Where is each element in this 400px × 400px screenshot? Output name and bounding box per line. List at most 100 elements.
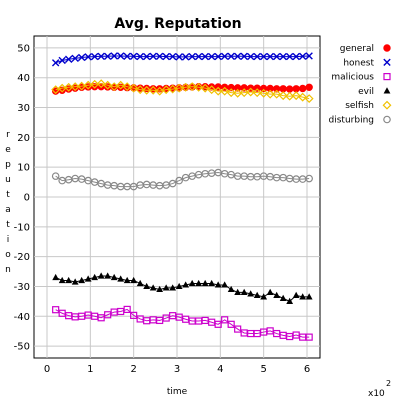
legend-item-evil: evil — [358, 87, 391, 97]
selfish-marker — [181, 82, 191, 92]
selfish-marker — [285, 91, 295, 101]
honest-marker — [259, 52, 268, 61]
evil-marker — [97, 272, 105, 279]
evil-marker — [182, 281, 190, 288]
y-tick-label: 0 — [24, 193, 30, 204]
selfish-marker — [135, 85, 145, 95]
evil-marker — [260, 293, 268, 300]
chart-title: Avg. Reputation — [114, 16, 241, 32]
evil-marker — [149, 284, 157, 291]
selfish-marker — [278, 91, 288, 101]
y-tick-label: -10 — [14, 222, 30, 233]
series-disturbing — [51, 168, 313, 191]
selfish-marker — [103, 80, 113, 90]
selfish-marker — [161, 85, 171, 95]
selfish-marker — [239, 88, 249, 98]
honest-marker — [51, 59, 60, 67]
malicious-marker — [305, 333, 313, 341]
y-tick-label: -40 — [14, 312, 30, 323]
evil-marker — [91, 273, 99, 281]
selfish-marker — [116, 80, 126, 90]
evil-marker — [143, 282, 151, 290]
selfish-marker — [207, 85, 217, 95]
evil-marker — [273, 291, 281, 298]
evil-marker — [234, 288, 242, 296]
evil-marker — [286, 297, 294, 304]
malicious-marker — [234, 325, 242, 333]
selfish-marker — [194, 82, 204, 92]
y-tick-label: -20 — [14, 252, 30, 263]
evil-marker — [208, 279, 216, 287]
legend-label: disturbing — [329, 116, 374, 126]
honest-marker — [227, 52, 235, 60]
x-axis-label: time — [167, 387, 188, 397]
legend-evil-marker — [383, 87, 391, 94]
honest-marker — [123, 52, 131, 60]
general-marker — [305, 83, 313, 91]
selfish-marker — [220, 86, 230, 96]
honest-marker — [214, 52, 222, 61]
general-marker — [259, 84, 268, 93]
honest-marker — [129, 52, 138, 60]
selfish-marker — [252, 88, 262, 98]
honest-marker — [155, 52, 164, 60]
evil-marker — [156, 285, 164, 293]
y-tick-labels: 50 40 30 20 10 0 -10 -20 -30 -40 -50 — [14, 43, 30, 352]
selfish-marker — [213, 86, 223, 96]
honest-marker — [77, 53, 86, 62]
selfish-marker — [272, 89, 282, 99]
y-tick-label: 10 — [17, 163, 30, 174]
evil-marker — [123, 276, 131, 284]
selfish-marker — [129, 83, 139, 93]
honest-marker — [110, 52, 118, 60]
evil-marker — [130, 276, 138, 284]
series-line-evil — [55, 275, 310, 302]
evil-marker — [162, 284, 170, 291]
general-marker — [292, 85, 300, 93]
honest-marker — [103, 52, 112, 60]
y-axis-label-letter: t — [6, 220, 10, 230]
y-tick-label: 50 — [17, 43, 30, 54]
evil-marker — [175, 282, 183, 290]
honest-marker — [64, 55, 73, 63]
honest-marker — [266, 52, 274, 61]
evil-marker — [247, 290, 255, 297]
evil-marker — [110, 273, 118, 281]
legend-general-marker — [383, 44, 391, 52]
selfish-marker — [200, 83, 210, 93]
y-tick-label: 40 — [17, 73, 30, 84]
series-malicious — [52, 305, 313, 341]
y-axis-label-letter: r — [6, 130, 10, 140]
y-axis-label-letter: a — [5, 205, 11, 215]
selfish-marker — [304, 94, 314, 104]
legend-disturbing-marker — [383, 115, 391, 124]
series-honest — [51, 52, 313, 67]
honest-marker — [279, 52, 287, 61]
y-axis-label-letter: i — [7, 235, 10, 245]
evil-marker — [292, 291, 300, 298]
evil-marker — [253, 291, 261, 298]
evil-marker — [117, 275, 125, 282]
legend-label: honest — [343, 58, 374, 68]
series-layer — [51, 52, 314, 341]
honest-marker — [142, 52, 151, 61]
y-tick-label: -30 — [14, 282, 30, 293]
evil-marker — [104, 272, 112, 279]
legend-item-selfish: selfish — [345, 100, 392, 111]
selfish-marker — [259, 88, 269, 98]
honest-marker — [97, 52, 105, 60]
general-marker — [279, 85, 287, 93]
legend-item-honest: honest — [343, 58, 391, 68]
y-axis-label-letter: n — [5, 265, 11, 275]
honest-marker — [188, 52, 196, 61]
y-tick-label: 30 — [17, 103, 30, 114]
selfish-marker — [246, 87, 256, 97]
evil-marker — [58, 276, 66, 284]
legend-item-malicious: malicious — [331, 73, 391, 83]
selfish-marker — [187, 82, 197, 92]
honest-marker — [233, 52, 242, 60]
general-marker — [253, 84, 261, 92]
disturbing-marker — [305, 174, 313, 183]
y-axis-label-letter: t — [6, 190, 10, 200]
